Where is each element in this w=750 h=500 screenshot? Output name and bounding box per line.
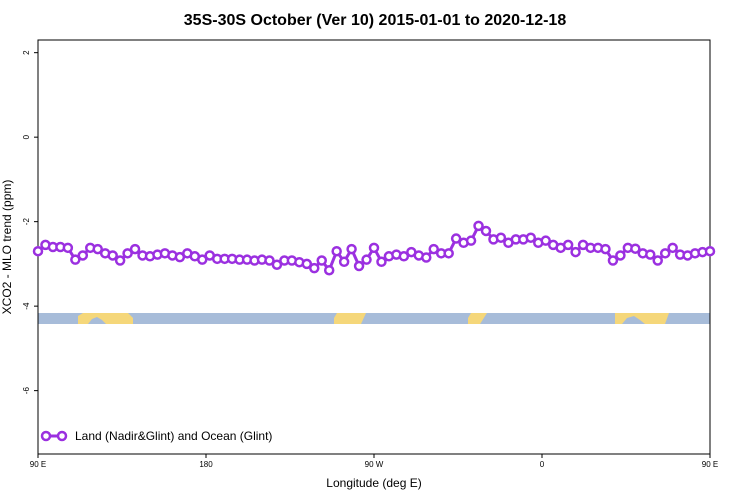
data-point (107, 250, 118, 261)
chart-title: 35S-30S October (Ver 10) 2015-01-01 to 2… (184, 12, 567, 29)
y-tick-label: -6 (22, 387, 31, 395)
land-ocean-band (38, 313, 710, 324)
y-axis: 2 0 -2 -4 -6 (22, 50, 38, 394)
legend-marker-left (40, 430, 52, 442)
y-tick-label: 2 (22, 50, 31, 55)
y-tick-label: -2 (22, 218, 31, 226)
legend-marker-right (56, 430, 68, 442)
data-point (652, 255, 663, 266)
data-point (450, 233, 462, 244)
data-point (271, 259, 283, 270)
data-point (465, 235, 477, 246)
x-axis-label: Longitude (deg E) (326, 476, 421, 490)
data-point (316, 255, 327, 266)
data-point (70, 254, 81, 265)
data-point (480, 225, 492, 237)
series-layer (32, 220, 716, 276)
data-point (473, 220, 484, 232)
data-point (323, 264, 335, 276)
data-point (615, 250, 626, 261)
land-patch-2 (468, 313, 487, 324)
data-point (398, 251, 410, 262)
x-tick-label: 90 W (365, 460, 384, 469)
data-point (607, 255, 619, 266)
data-point (428, 243, 439, 255)
data-point (114, 255, 126, 266)
data-point (361, 254, 372, 265)
land-shade-0 (88, 317, 106, 324)
data-point (540, 235, 551, 246)
legend: Land (Nadir&Glint) and Ocean (Glint) (40, 429, 272, 443)
data-point (309, 262, 320, 274)
data-point (562, 239, 574, 251)
data-point (421, 252, 432, 263)
x-tick-label: 0 (540, 460, 545, 469)
data-point (264, 255, 275, 266)
data-point (32, 245, 44, 257)
data-point (122, 248, 133, 259)
data-point (659, 248, 671, 259)
data-point (376, 256, 387, 268)
data-point (62, 242, 74, 254)
data-point (197, 254, 208, 265)
data-point (338, 256, 350, 268)
y-axis-label: XCO2 - MLO trend (ppm) (0, 180, 14, 315)
data-point (525, 232, 537, 243)
data-point (443, 248, 454, 259)
x-axis: 90 E 180 90 W 0 90 E (30, 454, 718, 469)
land-shade-1 (622, 316, 645, 324)
y-tick-label: 0 (22, 134, 31, 139)
x-tick-label: 90 E (30, 460, 46, 469)
data-point (346, 243, 357, 255)
data-point (92, 243, 103, 255)
data-point (129, 243, 141, 255)
data-point (704, 245, 716, 257)
land-patch-1 (334, 313, 366, 324)
data-point (600, 243, 611, 255)
data-point (301, 258, 313, 270)
data-point (645, 249, 656, 260)
data-point (630, 243, 641, 254)
legend-label: Land (Nadir&Glint) and Ocean (Glint) (75, 429, 272, 443)
data-point (368, 242, 380, 254)
data-point (667, 242, 678, 254)
data-point (495, 232, 507, 243)
data-point (570, 246, 581, 258)
data-point (77, 250, 89, 261)
land-patch-0 (78, 313, 133, 324)
y-tick-label: -4 (22, 302, 31, 310)
ocean-band (38, 313, 710, 324)
x-tick-label: 90 E (702, 460, 718, 469)
data-point (331, 245, 342, 257)
data-point (353, 260, 365, 272)
x-tick-label: 180 (199, 460, 213, 469)
